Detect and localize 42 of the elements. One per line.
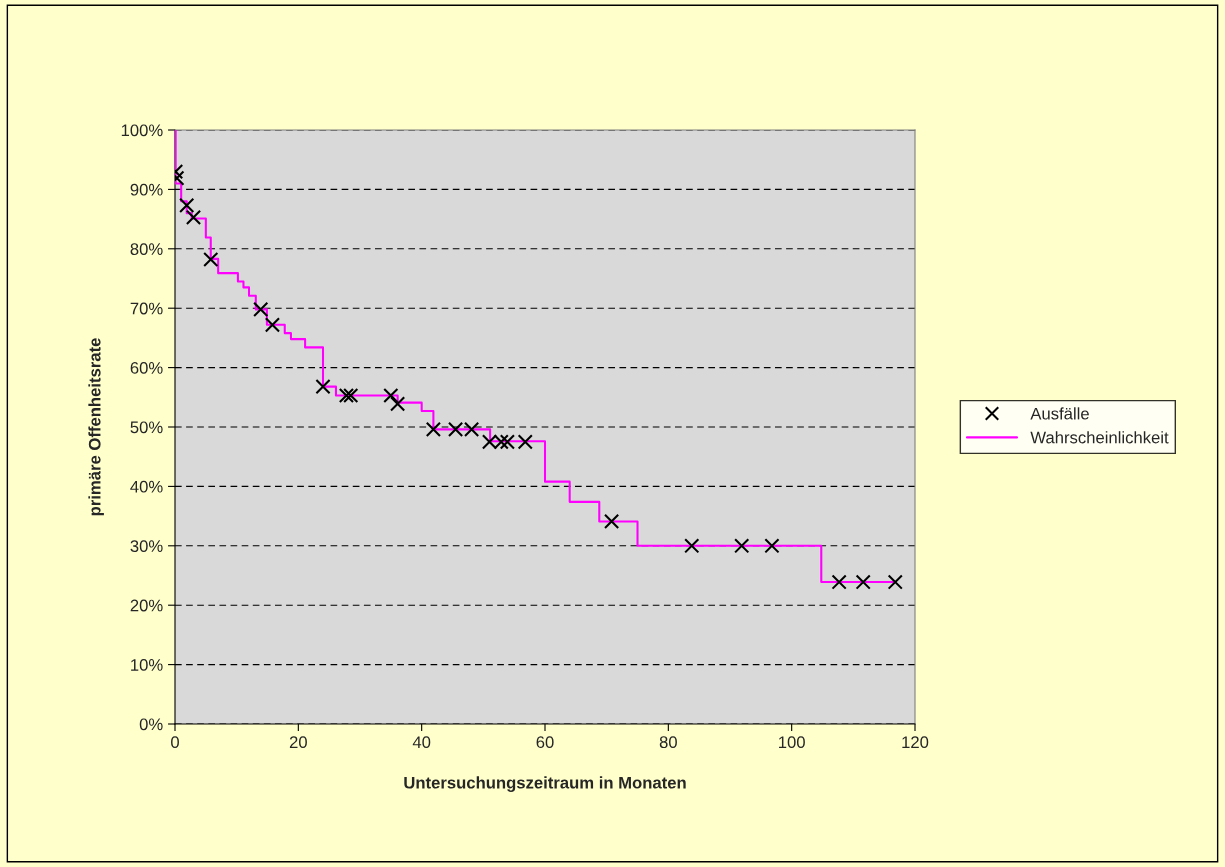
x-tick-label: 100 [779, 736, 805, 749]
point [343, 387, 359, 404]
x-tick-label: 0 [171, 736, 179, 749]
y-tick-label: 0% [139, 718, 163, 731]
x-tick-label: 120 [902, 736, 929, 749]
y-tick-label: 30% [130, 540, 163, 552]
point [684, 538, 700, 554]
y-tick-label: 80% [130, 243, 163, 255]
y-axis-title: primäre Offenheitsrate [88, 338, 104, 516]
point [253, 301, 269, 318]
point [179, 197, 195, 214]
y-tick-label: 100% [121, 124, 163, 137]
point [764, 538, 780, 554]
point [425, 421, 442, 437]
y-tick-label: 20% [130, 599, 163, 612]
x-tick-label: 20 [289, 736, 307, 749]
legend-label: Ausfälle [1030, 407, 1089, 420]
y-tick-label: 70% [130, 302, 163, 315]
x-tick-label: 60 [536, 736, 554, 749]
point [499, 434, 516, 450]
y-tick-label: 50% [130, 421, 163, 434]
point [383, 387, 399, 404]
point [264, 317, 281, 333]
point [389, 396, 406, 412]
x-axis-title: Untersuchungszeitraum in Monaten [404, 776, 686, 792]
point [203, 251, 219, 268]
y-tick-label: 10% [131, 659, 163, 671]
y-tick-label: 40% [130, 480, 163, 493]
x-tick-label: 80 [659, 736, 677, 749]
y-tick-label: 60% [130, 362, 163, 374]
point [831, 574, 847, 590]
point [517, 434, 533, 450]
point [603, 513, 620, 530]
point [855, 574, 871, 590]
point [338, 387, 355, 404]
point [315, 378, 331, 395]
point [185, 209, 202, 225]
legend-label: Wahrscheinlichkeit [1030, 431, 1169, 444]
y-tick-label: 90% [130, 183, 163, 196]
point [734, 538, 750, 554]
x-tick-label: 40 [412, 736, 431, 749]
point [887, 574, 903, 590]
